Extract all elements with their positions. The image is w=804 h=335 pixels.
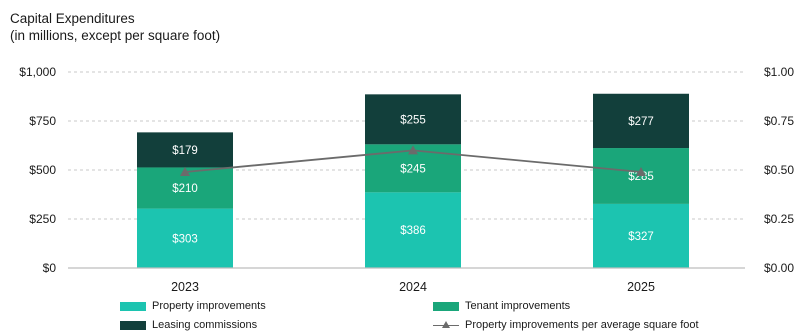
y2-tick-label: $0.75 xyxy=(764,114,794,128)
bar-segment-property xyxy=(137,208,233,268)
x-tick-label: 2023 xyxy=(171,280,199,294)
y-tick-label: $250 xyxy=(29,212,56,226)
legend-swatch-property xyxy=(120,301,146,311)
y-tick-label: $1,000 xyxy=(19,65,56,79)
chart-title-block: Capital Expenditures (in millions, excep… xyxy=(10,10,220,44)
y-tick-label: $750 xyxy=(29,114,56,128)
data-label-leasing: $255 xyxy=(400,114,426,126)
bar-segment-leasing xyxy=(137,132,233,168)
psf-point-marker xyxy=(408,145,418,155)
legend-label-property: Property improvements xyxy=(152,300,266,312)
data-label-property: $303 xyxy=(172,233,198,245)
y2-tick-label: $1.00 xyxy=(764,65,794,79)
legend-label-psf-line: Property improvements per average square… xyxy=(465,319,699,331)
legend-label-leasing: Leasing commissions xyxy=(152,319,258,331)
data-label-tenant: $210 xyxy=(172,183,198,195)
legend-swatch-tenant xyxy=(433,301,459,311)
chart-title: Capital Expenditures xyxy=(10,11,135,26)
y2-tick-label: $0.50 xyxy=(764,163,794,177)
x-tick-label: 2025 xyxy=(627,280,655,294)
data-label-leasing: $179 xyxy=(172,145,198,157)
bar-segment-leasing xyxy=(365,94,461,145)
data-label-property: $327 xyxy=(628,231,654,243)
legend-item-psf-line: Property improvements per average square… xyxy=(433,319,699,331)
legend-swatch-leasing xyxy=(120,320,146,330)
bar-segment-tenant xyxy=(593,148,689,204)
data-label-tenant: $285 xyxy=(628,171,654,183)
bar-segment-leasing xyxy=(593,93,689,149)
psf-point-marker xyxy=(636,166,646,176)
data-label-property: $386 xyxy=(400,225,426,237)
legend-item-tenant: Tenant improvements xyxy=(433,300,570,312)
psf-point-marker xyxy=(180,166,190,176)
y2-tick-label: $0.25 xyxy=(764,212,794,226)
y-tick-label: $500 xyxy=(29,163,56,177)
legend-label-tenant: Tenant improvements xyxy=(465,300,571,312)
data-label-tenant: $245 xyxy=(400,163,426,175)
y-tick-label: $0 xyxy=(43,261,57,275)
x-tick-label: 2024 xyxy=(399,280,427,294)
legend-item-property: Property improvements xyxy=(120,300,266,312)
y2-tick-label: $0.00 xyxy=(764,261,794,275)
chart-subtitle: (in millions, except per square foot) xyxy=(10,28,221,43)
legend-item-leasing: Leasing commissions xyxy=(120,319,257,331)
bar-segment-property xyxy=(365,192,461,268)
legend-swatch-psf-line xyxy=(433,320,459,330)
bar-segment-property xyxy=(593,203,689,268)
data-label-leasing: $277 xyxy=(628,116,654,128)
